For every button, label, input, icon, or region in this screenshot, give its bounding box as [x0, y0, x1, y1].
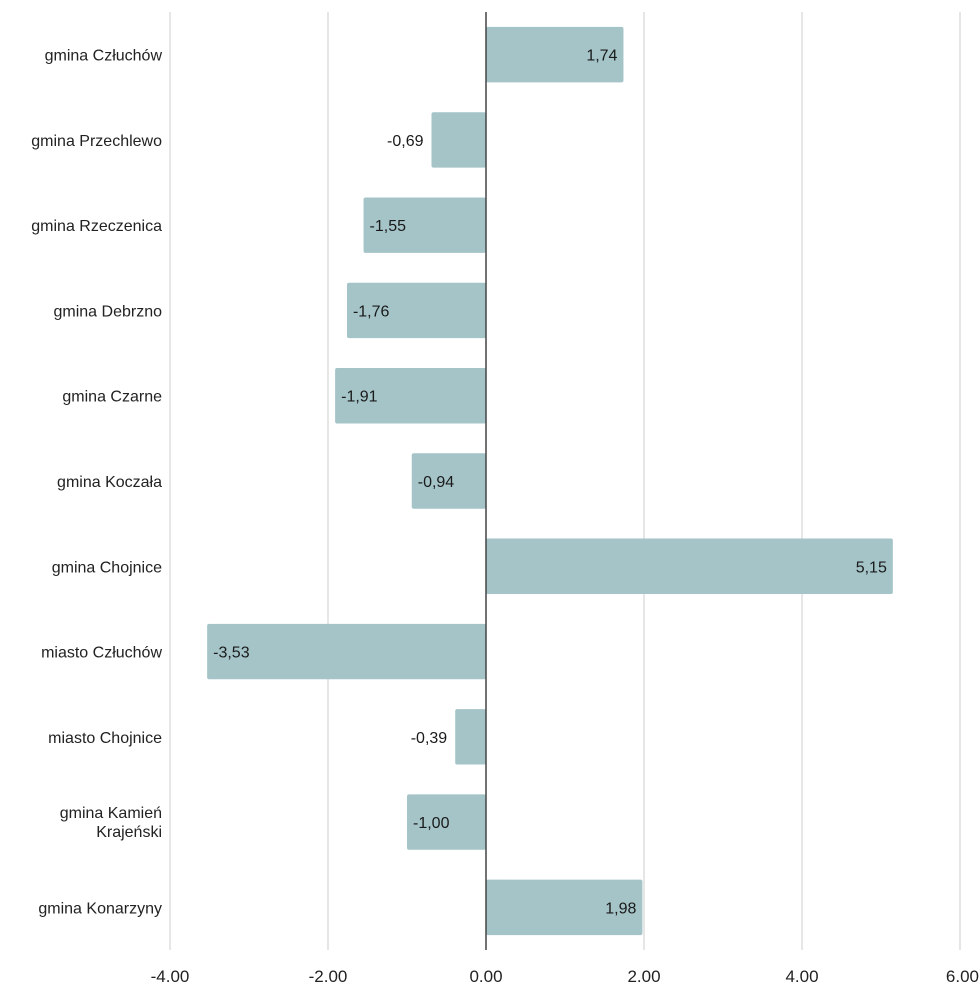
- category-label: gmina Chojnice: [52, 559, 162, 576]
- category-label: gmina Przechlewo: [31, 133, 162, 150]
- bar: [486, 879, 643, 936]
- category-label: miasto Człuchów: [41, 645, 162, 662]
- x-tick-label: -4.00: [151, 967, 190, 986]
- category-label: gmina Rzeczenica: [31, 218, 162, 235]
- category-label: gmina Człuchów: [45, 48, 163, 65]
- value-label: -1,91: [341, 389, 378, 406]
- category-label: miasto Chojnice: [48, 730, 162, 747]
- value-label: 5,15: [856, 559, 887, 576]
- bar: [363, 197, 486, 253]
- bar: [455, 709, 486, 765]
- value-label: -1,55: [370, 218, 407, 235]
- x-tick-label: 6.00: [946, 967, 979, 986]
- value-label: 1,74: [586, 48, 617, 65]
- x-tick-label: 2.00: [627, 967, 660, 986]
- category-label: gmina Koczała: [57, 474, 162, 491]
- value-label: -0,69: [387, 133, 424, 150]
- category-label: gmina Debrzno: [54, 303, 163, 320]
- x-tick-label: -2.00: [309, 967, 348, 986]
- value-label: 1,98: [605, 900, 636, 917]
- value-label: -3,53: [213, 645, 250, 662]
- value-label: -0,39: [411, 730, 448, 747]
- bar: [207, 623, 486, 680]
- x-tick-label: 4.00: [785, 967, 818, 986]
- category-label: gmina Czarne: [62, 389, 162, 406]
- category-label: Krajeński: [96, 824, 162, 841]
- category-label: gmina Konarzyny: [38, 900, 162, 917]
- bar: [335, 368, 486, 424]
- value-label: -1,76: [353, 303, 390, 320]
- bar: [346, 282, 486, 339]
- category-label: gmina Kamień: [60, 805, 162, 822]
- bar: [411, 453, 486, 509]
- bar: [486, 26, 624, 83]
- value-label: -0,94: [418, 474, 455, 491]
- x-tick-label: 0.00: [469, 967, 502, 986]
- bar: [407, 794, 486, 850]
- value-label: -1,00: [413, 815, 450, 832]
- bar: [431, 112, 486, 168]
- bar: [486, 538, 893, 594]
